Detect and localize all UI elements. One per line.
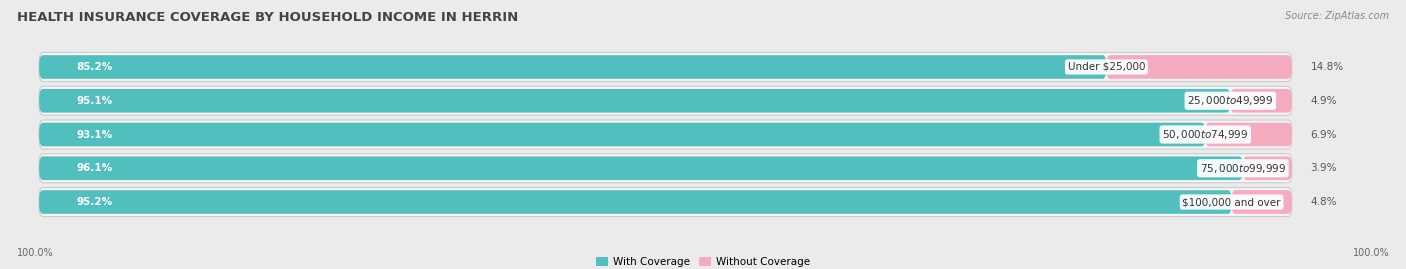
FancyBboxPatch shape bbox=[1232, 190, 1292, 214]
Text: 4.8%: 4.8% bbox=[1310, 197, 1337, 207]
Text: $100,000 and over: $100,000 and over bbox=[1182, 197, 1281, 207]
FancyBboxPatch shape bbox=[39, 86, 1292, 115]
Text: 14.8%: 14.8% bbox=[1310, 62, 1344, 72]
Text: Source: ZipAtlas.com: Source: ZipAtlas.com bbox=[1285, 11, 1389, 21]
Text: 100.0%: 100.0% bbox=[17, 248, 53, 258]
FancyBboxPatch shape bbox=[39, 154, 1292, 183]
Text: 93.1%: 93.1% bbox=[77, 129, 112, 140]
Text: 95.1%: 95.1% bbox=[77, 96, 112, 106]
Text: 3.9%: 3.9% bbox=[1310, 163, 1337, 173]
Text: 100.0%: 100.0% bbox=[1353, 248, 1389, 258]
FancyBboxPatch shape bbox=[39, 187, 1292, 217]
Text: Under $25,000: Under $25,000 bbox=[1067, 62, 1144, 72]
Text: HEALTH INSURANCE COVERAGE BY HOUSEHOLD INCOME IN HERRIN: HEALTH INSURANCE COVERAGE BY HOUSEHOLD I… bbox=[17, 11, 519, 24]
Text: 6.9%: 6.9% bbox=[1310, 129, 1337, 140]
Text: $75,000 to $99,999: $75,000 to $99,999 bbox=[1199, 162, 1286, 175]
FancyBboxPatch shape bbox=[1107, 55, 1292, 79]
Text: 85.2%: 85.2% bbox=[77, 62, 112, 72]
FancyBboxPatch shape bbox=[1230, 89, 1292, 112]
FancyBboxPatch shape bbox=[39, 89, 1230, 112]
FancyBboxPatch shape bbox=[39, 120, 1292, 149]
FancyBboxPatch shape bbox=[1205, 123, 1292, 146]
Text: 4.9%: 4.9% bbox=[1310, 96, 1337, 106]
Legend: With Coverage, Without Coverage: With Coverage, Without Coverage bbox=[596, 257, 810, 267]
Text: $25,000 to $49,999: $25,000 to $49,999 bbox=[1187, 94, 1274, 107]
Text: 96.1%: 96.1% bbox=[77, 163, 112, 173]
FancyBboxPatch shape bbox=[39, 123, 1205, 146]
Text: 95.2%: 95.2% bbox=[77, 197, 112, 207]
FancyBboxPatch shape bbox=[39, 190, 1232, 214]
FancyBboxPatch shape bbox=[39, 157, 1243, 180]
FancyBboxPatch shape bbox=[39, 55, 1107, 79]
Text: $50,000 to $74,999: $50,000 to $74,999 bbox=[1163, 128, 1249, 141]
FancyBboxPatch shape bbox=[1243, 157, 1292, 180]
FancyBboxPatch shape bbox=[39, 52, 1292, 82]
